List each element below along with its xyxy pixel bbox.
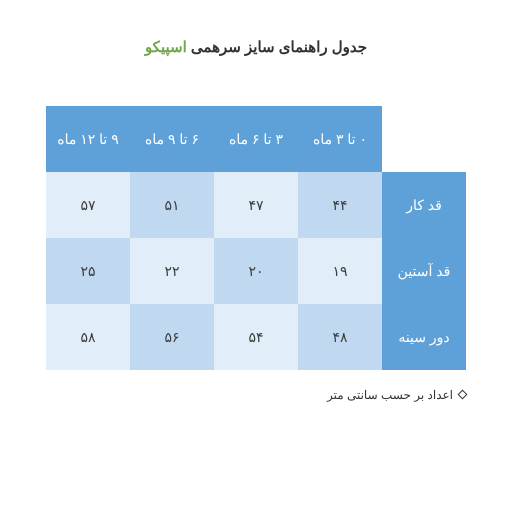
table-cell: ۴۴ [298,172,382,238]
col-header: ۶ تا ۹ ماه [130,106,214,172]
footnote: اعداد بر حسب سانتی متر [46,388,466,402]
size-guide-table: ۰ تا ۳ ماه ۳ تا ۶ ماه ۶ تا ۹ ماه ۹ تا ۱۲… [46,106,466,370]
col-header: ۳ تا ۶ ماه [214,106,298,172]
table-cell: ۴۷ [214,172,298,238]
title-brand: اسپیکو [145,39,187,56]
table-cell: ۵۴ [214,304,298,370]
table-row: قد آستین ۱۹ ۲۰ ۲۲ ۲۵ [46,238,466,304]
table-cell: ۵۸ [46,304,130,370]
table-cell: ۵۶ [130,304,214,370]
table-row: قد کار ۴۴ ۴۷ ۵۱ ۵۷ [46,172,466,238]
table-cell: ۵۱ [130,172,214,238]
table-corner [382,106,466,172]
table-cell: ۲۲ [130,238,214,304]
title-prefix: جدول راهنمای سایز سرهمی [187,39,367,56]
col-header: ۹ تا ۱۲ ماه [46,106,130,172]
table-cell: ۲۵ [46,238,130,304]
table-cell: ۴۸ [298,304,382,370]
table-row: دور سینه ۴۸ ۵۴ ۵۶ ۵۸ [46,304,466,370]
footnote-text: اعداد بر حسب سانتی متر [327,388,453,402]
table-cell: ۱۹ [298,238,382,304]
table-header-row: ۰ تا ۳ ماه ۳ تا ۶ ماه ۶ تا ۹ ماه ۹ تا ۱۲… [46,106,466,172]
table-cell: ۲۰ [214,238,298,304]
row-header: دور سینه [382,304,466,370]
table-cell: ۵۷ [46,172,130,238]
row-header: قد کار [382,172,466,238]
col-header: ۰ تا ۳ ماه [298,106,382,172]
diamond-bullet-icon [458,390,468,400]
page-title: جدول راهنمای سایز سرهمی اسپیکو [145,38,367,56]
row-header: قد آستین [382,238,466,304]
